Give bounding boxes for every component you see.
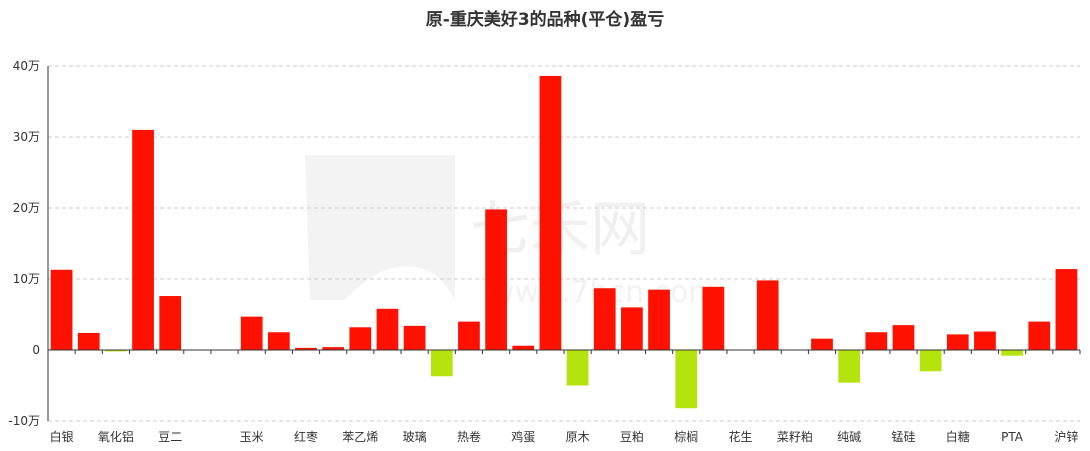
bar bbox=[811, 338, 833, 350]
gridlines bbox=[48, 65, 1080, 422]
bar bbox=[865, 332, 888, 350]
bar bbox=[458, 321, 480, 350]
bar bbox=[240, 316, 263, 350]
bars bbox=[50, 75, 1078, 409]
bar bbox=[593, 288, 616, 350]
bar bbox=[376, 308, 399, 350]
bar bbox=[77, 332, 100, 350]
x-tick-label: 苯乙烯 bbox=[342, 430, 378, 444]
x-tick-label: 沪锌 bbox=[1054, 430, 1078, 444]
bar bbox=[159, 296, 182, 350]
bar bbox=[1001, 350, 1023, 356]
x-tick-label: 氧化铝 bbox=[98, 429, 134, 444]
bar bbox=[566, 350, 589, 386]
x-tick-label: 白银 bbox=[50, 429, 74, 444]
x-tick-label: 菜籽粕 bbox=[777, 429, 813, 444]
x-tick-label: 棕榈 bbox=[674, 429, 698, 444]
bar bbox=[295, 347, 317, 350]
y-axis: -10万 0 10万 20万 30万 40万 bbox=[8, 59, 49, 428]
x-tick-label: 玉米 bbox=[240, 430, 264, 444]
bar bbox=[892, 325, 915, 350]
bar bbox=[946, 334, 969, 350]
bar bbox=[322, 347, 345, 350]
bar bbox=[1028, 321, 1051, 350]
watermark-logo-icon bbox=[305, 155, 455, 300]
y-tick-label: 30万 bbox=[13, 130, 40, 144]
bar bbox=[512, 345, 535, 350]
bar bbox=[648, 289, 670, 350]
y-tick-label: 20万 bbox=[13, 201, 40, 215]
x-tick-label: 豆粕 bbox=[620, 429, 644, 444]
x-tick-label: 玻璃 bbox=[403, 430, 427, 444]
bar bbox=[105, 350, 127, 352]
x-tick-label: 白糖 bbox=[946, 429, 970, 444]
bar bbox=[349, 327, 372, 350]
bar bbox=[50, 269, 73, 350]
y-tick-label: 10万 bbox=[13, 272, 40, 286]
y-tick-label: -10万 bbox=[8, 414, 40, 428]
bar bbox=[430, 350, 453, 377]
chart-title: 原-重庆美好3的品种(平仓)盈亏 bbox=[426, 9, 664, 30]
x-tick-label: 锰硅 bbox=[891, 429, 915, 444]
bar bbox=[675, 350, 698, 409]
watermark: 七禾网 www.7hcn.com bbox=[305, 155, 718, 310]
y-tick-label: 40万 bbox=[13, 59, 40, 73]
bar bbox=[838, 350, 861, 383]
x-tick-label: 纯碱 bbox=[837, 430, 861, 444]
x-tick-label: 豆二 bbox=[158, 430, 182, 444]
bar bbox=[403, 325, 426, 350]
bar bbox=[539, 75, 562, 350]
x-tick-label: PTA bbox=[1001, 430, 1024, 444]
y-tick-label: 0 bbox=[32, 343, 40, 357]
bar bbox=[485, 209, 507, 350]
x-axis: 白银 氧化铝 豆二 玉米 红枣 苯乙烯 玻璃 热卷 鸡蛋 原木 豆粕 棕榈 花生 菜籽粕 纯碱 锰硅 白糖 PTA… bbox=[47, 349, 1081, 444]
bar bbox=[1055, 269, 1078, 350]
x-tick-label: 红枣 bbox=[294, 429, 318, 444]
bar bbox=[974, 331, 996, 350]
bar bbox=[756, 280, 779, 350]
bar bbox=[919, 350, 942, 372]
bar bbox=[621, 307, 643, 350]
bar bbox=[702, 286, 725, 350]
bar bbox=[267, 332, 290, 350]
x-tick-label: 热卷 bbox=[457, 429, 481, 444]
x-tick-label: 原木 bbox=[566, 430, 590, 444]
x-tick-label: 鸡蛋 bbox=[511, 429, 535, 444]
x-tick-label: 花生 bbox=[729, 429, 753, 444]
bar bbox=[132, 129, 154, 350]
